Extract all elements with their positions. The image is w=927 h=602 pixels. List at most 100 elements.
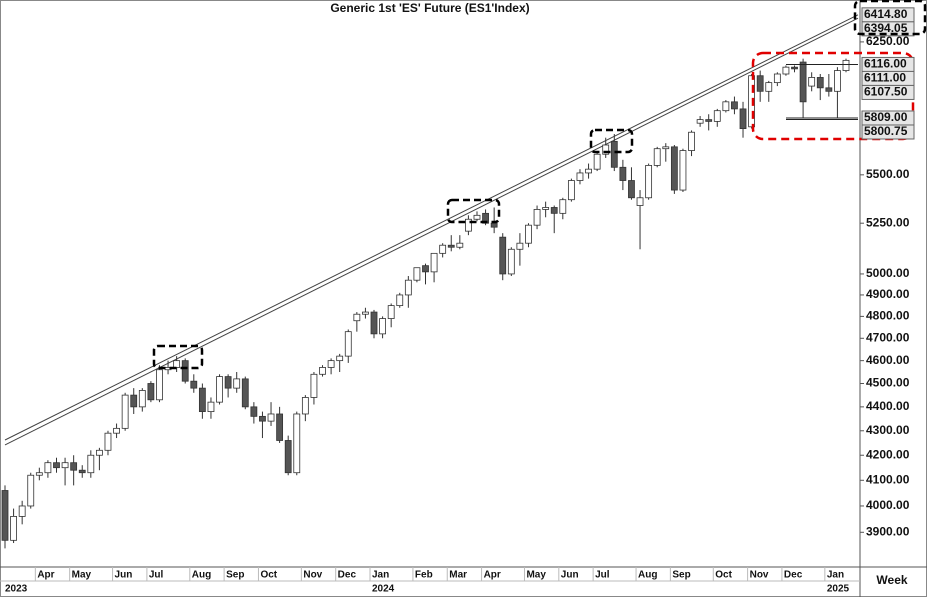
candle-body <box>61 462 69 469</box>
candle-body <box>207 401 215 413</box>
candle-body <box>404 279 412 296</box>
candle-body <box>95 449 103 456</box>
highlight-box <box>589 128 634 154</box>
candle-body <box>138 390 146 408</box>
candle-body <box>739 108 747 130</box>
candle-body <box>825 87 833 92</box>
trendline <box>4 14 859 441</box>
candle-body <box>490 222 498 228</box>
candle-body <box>696 119 704 124</box>
candle-body <box>10 516 17 541</box>
candle-body <box>507 248 515 275</box>
x-tick-label: Apr <box>484 570 501 581</box>
candle-body <box>301 397 309 415</box>
candle-body <box>53 462 60 469</box>
y-tick-label: 5000.00 <box>866 266 910 280</box>
y-tick-label: 4800.00 <box>866 309 910 323</box>
x-tick-label: Jun <box>115 570 133 581</box>
candle-body <box>670 146 678 191</box>
year-label: 2024 <box>372 584 395 595</box>
candle-body <box>173 360 181 368</box>
candle-body <box>387 305 395 319</box>
candle-body <box>842 59 850 71</box>
y-tick-label: 4400.00 <box>866 399 910 413</box>
candle-body <box>791 66 798 70</box>
y-tick-label: 5250.00 <box>866 215 910 229</box>
candle-body <box>276 413 284 441</box>
candle-body <box>688 131 695 151</box>
y-tick-label: 4200.00 <box>866 447 910 461</box>
candle-body <box>190 380 198 389</box>
y-tick-label: 5500.00 <box>866 167 910 181</box>
candle-body <box>430 252 438 273</box>
candle-body <box>422 265 429 273</box>
candle-body <box>344 331 352 357</box>
candle-body <box>327 360 335 368</box>
y-tick-label: 4000.00 <box>866 498 910 512</box>
candle-body <box>70 462 78 471</box>
candle-body <box>516 242 524 250</box>
candle-body <box>602 144 610 155</box>
candle-body <box>78 469 86 474</box>
candle-body <box>713 110 721 122</box>
candle-body <box>765 82 773 92</box>
candle-body <box>773 73 781 84</box>
candle-body <box>104 432 112 451</box>
candle-body <box>782 66 790 75</box>
candle-body <box>816 77 824 89</box>
candle-body <box>645 165 653 199</box>
candle-body <box>636 197 644 206</box>
candle-body <box>293 413 301 474</box>
candle-body <box>542 207 550 210</box>
candle-body <box>353 313 361 322</box>
candle-body <box>259 415 266 422</box>
candle-body <box>705 119 713 122</box>
price-label-box <box>861 124 915 140</box>
x-tick-label: Jan <box>372 570 389 581</box>
x-tick-label: Jul <box>149 570 164 581</box>
candle-body <box>662 146 670 150</box>
candle-body <box>233 378 241 389</box>
candle-body <box>156 369 163 401</box>
x-tick-label: Jul <box>595 570 610 581</box>
y-tick-label: 4300.00 <box>866 423 910 437</box>
price-label: 6107.50 <box>864 85 908 99</box>
x-tick-label: Dec <box>784 570 803 581</box>
candle-body <box>808 77 816 87</box>
candle-body <box>250 406 258 417</box>
candle-body <box>181 360 189 382</box>
candle-body <box>27 474 35 507</box>
price-axis: 3900.00 4000.00 4100.00 4200.00 4300.00 4400.… <box>860 7 915 538</box>
candle-body <box>413 267 421 281</box>
highlight-box <box>853 0 927 36</box>
x-tick-label: Mar <box>449 570 467 581</box>
chart-title: Generic 1st 'ES' Future (ES1'Index) <box>330 1 529 15</box>
candle-body <box>130 394 138 408</box>
y-tick-label: 4100.00 <box>866 472 910 486</box>
x-tick-label: Aug <box>192 570 211 581</box>
candle-body <box>147 383 155 401</box>
x-tick-label: May <box>526 570 546 581</box>
candle-body <box>44 462 52 474</box>
candle-body <box>499 236 507 275</box>
candle-body <box>722 101 730 112</box>
candle-body <box>748 75 756 128</box>
x-tick-label: Aug <box>638 570 657 581</box>
candle-body <box>550 207 558 214</box>
x-tick-label: Jan <box>827 570 844 581</box>
candle-body <box>216 376 223 403</box>
candle-body <box>319 367 326 375</box>
y-tick-label: 4600.00 <box>866 353 910 367</box>
plot: Apr May Jun Jul Aug Sep Oct Nov Dec Jan 2024 Feb Mar… <box>1 14 859 595</box>
x-tick-label: Feb <box>415 570 433 581</box>
y-tick-label: 4500.00 <box>866 376 910 390</box>
y-tick-label: 6250.00 <box>866 34 910 48</box>
price-label: 5800.75 <box>864 124 908 138</box>
candle-body <box>87 454 95 474</box>
x-tick-label: Nov <box>303 570 322 581</box>
x-tick-label: Sep <box>672 570 690 581</box>
price-label: 6394.05 <box>864 21 908 35</box>
candle-body <box>567 180 575 201</box>
candle-body <box>619 166 627 181</box>
